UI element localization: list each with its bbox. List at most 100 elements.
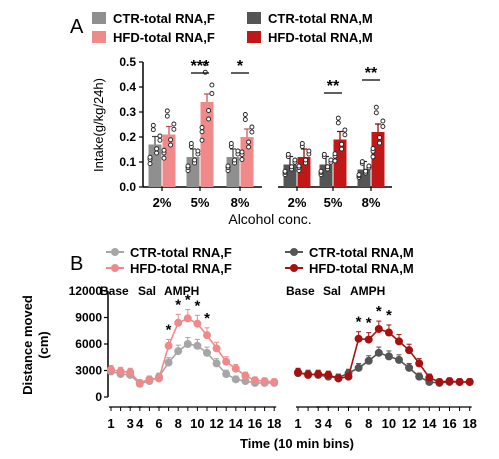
- data-point: [318, 168, 324, 174]
- panel-a-bars: [148, 93, 385, 187]
- data-point: [235, 148, 241, 154]
- data-point: [342, 132, 348, 138]
- data-point: [241, 371, 250, 380]
- data-point: [251, 376, 259, 385]
- phase-label: AMPH: [350, 284, 385, 298]
- x-tick-label: 1: [107, 416, 114, 431]
- data-point: [282, 168, 288, 174]
- data-point: [222, 357, 231, 366]
- data-point: [314, 370, 323, 379]
- data-point: [212, 359, 221, 368]
- x-tick-label: 10: [382, 416, 396, 431]
- panel-b-x-axis-label: Time (10 min bins): [240, 436, 354, 451]
- data-point: [324, 370, 333, 379]
- data-point: [246, 139, 252, 145]
- data-point: [168, 137, 174, 143]
- data-point: [157, 133, 163, 139]
- bar: [200, 102, 214, 187]
- significance-marker: *: [356, 314, 362, 331]
- data-point: [192, 157, 198, 163]
- data-point: [164, 113, 170, 119]
- data-point: [135, 378, 144, 387]
- significance-marker: **: [327, 78, 340, 95]
- phase-label: AMPH: [164, 284, 199, 298]
- data-point: [199, 129, 205, 135]
- data-point: [168, 142, 174, 148]
- y-tick-label: 0.3: [119, 105, 136, 119]
- data-point: [321, 151, 327, 157]
- legend-label: CTR-total RNA,F: [113, 11, 215, 26]
- data-point: [242, 117, 248, 122]
- x-tick-label: 6: [155, 416, 162, 431]
- data-point: [116, 367, 125, 376]
- bar: [371, 132, 385, 187]
- data-point: [294, 368, 302, 377]
- x-tick-label: 18: [267, 416, 281, 431]
- data-point: [377, 140, 383, 146]
- data-point: [161, 147, 167, 153]
- y-tick-label: 0.4: [119, 80, 136, 94]
- significance-marker: ***: [191, 58, 210, 75]
- data-point: [171, 121, 177, 127]
- significance-marker: *: [175, 296, 181, 313]
- data-point: [304, 370, 313, 379]
- panel-b-y-axis-label: Distance moved (cm): [20, 295, 51, 395]
- data-point: [183, 340, 192, 348]
- data-point: [206, 108, 212, 113]
- y-axis-label-line: (cm): [36, 331, 51, 358]
- data-point: [374, 348, 383, 357]
- panel-a-legend: CTR-total RNA,F CTR-total RNA,M HFD-total …: [92, 11, 373, 45]
- data-point: [384, 352, 393, 361]
- bar: [333, 139, 347, 187]
- data-point: [183, 314, 192, 323]
- legend-label: HFD-total RNA,F: [130, 261, 232, 276]
- data-point: [260, 377, 269, 386]
- significance-marker: *: [237, 58, 244, 75]
- x-tick-label: 3: [127, 416, 134, 431]
- data-point: [164, 358, 173, 367]
- data-point: [193, 341, 202, 350]
- data-point: [239, 157, 245, 162]
- legend-swatch: [92, 12, 106, 24]
- x-tick-label: 1: [294, 416, 301, 431]
- series-line: [297, 328, 470, 383]
- significance-marker: *: [194, 297, 200, 314]
- data-point: [377, 135, 383, 140]
- data-point: [203, 331, 211, 340]
- x-tick-label: 8%: [362, 195, 381, 210]
- legend-label: CTR-total RNA,F: [130, 245, 232, 260]
- data-point: [154, 150, 160, 156]
- data-point: [363, 168, 369, 174]
- data-point: [157, 137, 163, 143]
- significance-marker: *: [166, 321, 172, 338]
- x-tick-label: 6: [345, 416, 352, 431]
- bar: [148, 144, 162, 187]
- data-point: [435, 377, 444, 386]
- y-tick-label: 0.1: [119, 155, 136, 169]
- data-point: [203, 348, 211, 357]
- data-point: [285, 151, 291, 157]
- legend-marker: [290, 264, 298, 272]
- data-point: [380, 118, 386, 124]
- data-point: [328, 157, 334, 163]
- phase-label: Base: [286, 284, 315, 298]
- significance-marker: **: [365, 65, 378, 82]
- panel-b-phase-labels: Base Sal AMPH Base Sal AMPH: [100, 284, 385, 298]
- x-tick-label: 10: [190, 416, 204, 431]
- data-point: [455, 377, 464, 386]
- legend-label: HFD-total RNA,M: [309, 261, 414, 276]
- data-point: [339, 141, 345, 147]
- data-point: [174, 318, 183, 327]
- data-point: [188, 141, 194, 146]
- data-point: [445, 377, 454, 386]
- phase-label: Sal: [138, 284, 156, 298]
- data-point: [206, 116, 212, 122]
- significance-marker: *: [386, 307, 392, 324]
- panel-a-x-axis-label: Alcohol conc.: [228, 211, 311, 227]
- data-point: [222, 370, 231, 379]
- data-point: [185, 163, 191, 169]
- x-tick-label: 4: [136, 416, 144, 431]
- data-point: [242, 112, 248, 117]
